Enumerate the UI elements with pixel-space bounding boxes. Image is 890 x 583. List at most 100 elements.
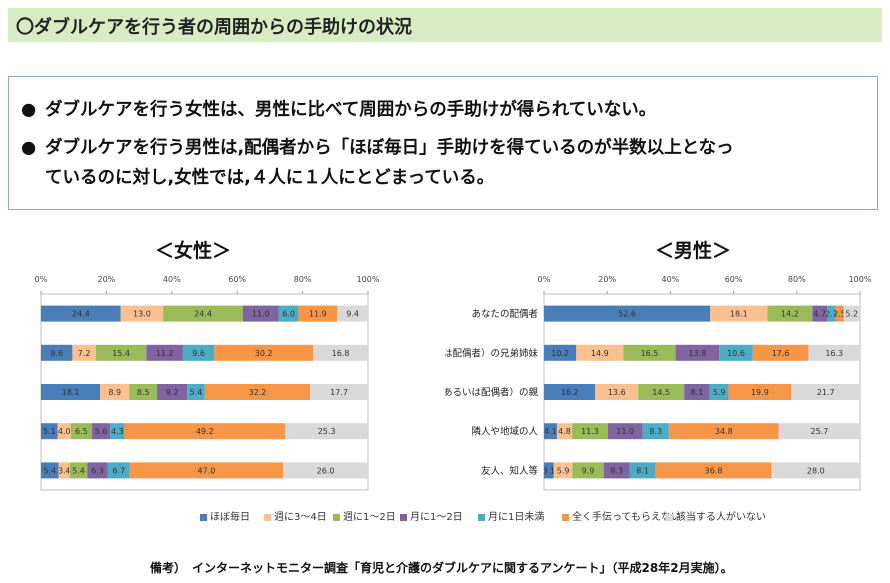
data-label: 5.4	[72, 466, 85, 475]
data-label: 9.6	[192, 349, 205, 358]
data-label: 13.8	[689, 349, 707, 358]
data-label: 6.7	[112, 466, 125, 475]
data-label: 13.6	[608, 388, 626, 397]
legend-item: 週に3～4日	[264, 508, 327, 523]
bar-segment	[603, 462, 630, 479]
bar-segment	[710, 305, 768, 322]
data-label: 11.2	[156, 349, 174, 358]
bar-segment	[120, 305, 164, 322]
bar-segment	[69, 462, 88, 479]
bar-segment	[827, 305, 836, 322]
data-label: 16.8	[332, 349, 350, 358]
bar-segment	[72, 344, 96, 361]
bar-segment	[572, 423, 608, 440]
bar-segment	[110, 423, 125, 440]
legend-swatch	[264, 513, 271, 521]
bar-segment	[278, 305, 299, 322]
bar-segment	[124, 423, 286, 440]
category-label: あなた（あるいは配偶者）の親	[445, 387, 538, 399]
summary-line-2a: ダブルケアを行う男性は,配偶者から「ほぼ毎日」手助けを得ているのが半数以上となっ	[45, 138, 734, 158]
data-label: 9.2	[166, 388, 179, 397]
bar-segment	[638, 384, 685, 400]
data-label: 5.6	[95, 427, 108, 436]
legend-swatch	[666, 513, 673, 521]
category-label: 隣人や地域の人	[471, 426, 538, 438]
x-tick-label: 20%	[98, 275, 116, 284]
bar-segment	[556, 423, 573, 440]
data-label: 10.2	[551, 349, 569, 358]
bar-segment	[843, 305, 860, 322]
data-label: 18.1	[730, 310, 748, 319]
legend-item: ほぼ毎日	[200, 508, 250, 523]
bullet-icon: ●	[21, 100, 37, 120]
bar-segment	[41, 384, 101, 400]
chart-legend: ほぼ毎日 週に3～4日 週に1～2日 月に1～2日 月に1日未満 全く手伝ってもらえない該…	[200, 508, 766, 524]
data-label: 9.9	[582, 466, 595, 475]
legend-label: ほぼ毎日	[210, 512, 250, 523]
category-label: あなたの配偶者	[471, 308, 538, 320]
x-tick-label: 60%	[228, 275, 246, 284]
data-label: 7.2	[78, 349, 91, 358]
summary-line-2b: ているのに対し,女性では,４人に１人にとどまっている。	[45, 168, 495, 188]
data-label: 32.2	[249, 388, 267, 397]
bar-segment	[285, 423, 368, 440]
data-label: 10.6	[727, 349, 745, 358]
data-label: 6.0	[282, 310, 295, 319]
data-label: 4.1	[544, 427, 557, 436]
data-label: 15.4	[112, 349, 130, 358]
data-label: 36.8	[705, 466, 723, 475]
bar-segment	[544, 423, 557, 440]
data-label: 4.8	[558, 427, 571, 436]
bar-segment	[684, 384, 710, 400]
x-tick-label: 100%	[357, 275, 380, 284]
bar-segment	[58, 462, 70, 479]
title-bar: 〇ダブルケアを行う者の周囲からの手助けの状況	[8, 8, 882, 42]
bar-segment	[778, 423, 860, 440]
x-tick-label: 80%	[788, 275, 806, 284]
legend-item: 月に1日未満	[478, 508, 544, 523]
male-chart: 0% 20% 40% 60% 80% 100% あなたの配偶者 52.6 18.1 14.2 4.7…	[445, 275, 872, 491]
data-label: 24.4	[72, 310, 90, 319]
x-tick-label: 0%	[538, 275, 551, 284]
bar-segment	[767, 305, 813, 322]
bar-segment	[544, 344, 577, 361]
bar-segment	[70, 423, 93, 440]
footer-note: 備考） インターネットモニター調査「育児と介護のダブルケアに関するアンケート」（…	[150, 561, 733, 575]
data-label: 34.8	[715, 427, 733, 436]
bar-segment	[204, 384, 311, 400]
bar-segment	[835, 305, 844, 322]
summary-line-1: ダブルケアを行う女性は、男性に比べて周囲からの手助けが得られていない。	[45, 100, 657, 120]
data-label: 19.9	[751, 388, 769, 397]
legend-item: 週に1～2日	[333, 508, 396, 523]
female-chart-title: ＜女性＞	[155, 240, 232, 262]
x-tick-label: 40%	[662, 275, 680, 284]
legend-swatch	[333, 513, 340, 521]
data-label: 8.3	[610, 466, 623, 475]
bar-segment	[719, 344, 753, 361]
data-label: 9.4	[346, 310, 359, 319]
bar-segment	[100, 384, 130, 400]
bar-segment	[808, 344, 860, 361]
data-label: 4.3	[111, 427, 124, 436]
bar-segment	[92, 423, 111, 440]
legend-swatch	[200, 513, 207, 521]
data-label: 8.1	[636, 466, 649, 475]
data-label: 2.7	[825, 310, 837, 319]
x-tick-label: 0%	[35, 275, 48, 284]
data-label: 8.1	[691, 388, 704, 397]
bar-segment	[95, 344, 147, 361]
bar-segment	[728, 384, 792, 400]
data-label: 18.1	[62, 388, 80, 397]
bar-segment	[572, 462, 604, 479]
bar-segment	[187, 384, 205, 400]
bar-segment	[283, 462, 368, 479]
data-label: 30.2	[255, 349, 273, 358]
bar-segment	[214, 344, 314, 361]
data-label: 3.1	[543, 466, 555, 475]
data-label: 16.3	[825, 349, 843, 358]
data-label: 16.2	[561, 388, 579, 397]
bar-segment	[313, 344, 368, 361]
bar-segment	[157, 384, 188, 400]
data-label: 8.5	[137, 388, 150, 397]
bar-segment	[41, 344, 73, 361]
